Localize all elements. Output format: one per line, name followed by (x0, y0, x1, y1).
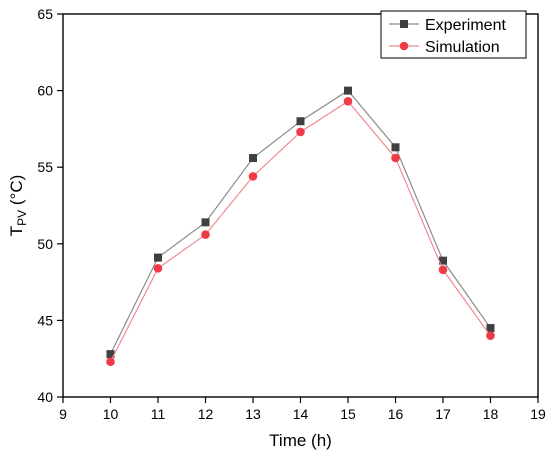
y-tick-label: 55 (37, 159, 53, 175)
legend-label: Experiment (425, 17, 506, 34)
y-ticks: 40 45 50 55 60 65 (37, 6, 63, 405)
series-simulation (106, 97, 495, 367)
data-point (344, 86, 352, 95)
y-axis-title-subscript: PV (15, 210, 29, 226)
data-point (438, 265, 448, 275)
y-tick-label: 45 (37, 312, 53, 328)
y-tick-label: 60 (37, 83, 53, 99)
x-tick-label: 15 (340, 406, 356, 422)
legend-marker (400, 20, 408, 28)
x-tick-label: 11 (151, 406, 166, 422)
x-tick-label: 14 (293, 406, 309, 422)
legend-label: Simulation (425, 39, 500, 56)
data-point (296, 117, 305, 126)
data-point (248, 172, 258, 181)
legend: Experiment Simulation (380, 10, 527, 59)
x-tick-label: 12 (198, 406, 214, 422)
data-point (106, 350, 115, 359)
axes (62, 13, 539, 398)
x-ticks: 9 10 11 12 13 14 15 16 17 18 19 (59, 397, 546, 422)
x-tick-label: 13 (245, 406, 261, 422)
data-point (106, 357, 115, 367)
x-tick-label: 18 (483, 406, 499, 422)
series-experiment (106, 86, 495, 359)
x-tick-label: 10 (103, 406, 119, 422)
legend-marker (399, 41, 409, 51)
data-point (154, 253, 162, 262)
y-tick-label: 40 (37, 389, 53, 405)
data-point (296, 127, 305, 137)
data-point (391, 143, 400, 152)
x-tick-label: 19 (530, 406, 546, 422)
x-tick-label: 9 (59, 406, 67, 422)
y-axis-title-unit: (°C) (7, 175, 26, 210)
data-point (486, 324, 495, 333)
legend-box (380, 10, 527, 59)
data-point (486, 331, 495, 341)
x-tick-label: 16 (388, 406, 404, 422)
data-point (201, 218, 210, 227)
series-group (106, 86, 495, 367)
y-axis-title-main: T (7, 226, 26, 236)
y-tick-label: 50 (37, 236, 53, 252)
data-point (153, 264, 163, 273)
plot-frame (62, 13, 539, 398)
x-tick-label: 17 (435, 406, 451, 422)
x-axis-title: Time (h) (269, 431, 332, 450)
data-point (343, 97, 353, 106)
data-point (201, 230, 210, 239)
y-axis-title: TPV (°C) (7, 175, 29, 237)
data-point (391, 153, 400, 163)
data-point (439, 256, 447, 265)
data-point (249, 154, 257, 163)
series-line (109, 100, 491, 363)
y-tick-label: 65 (37, 6, 53, 22)
